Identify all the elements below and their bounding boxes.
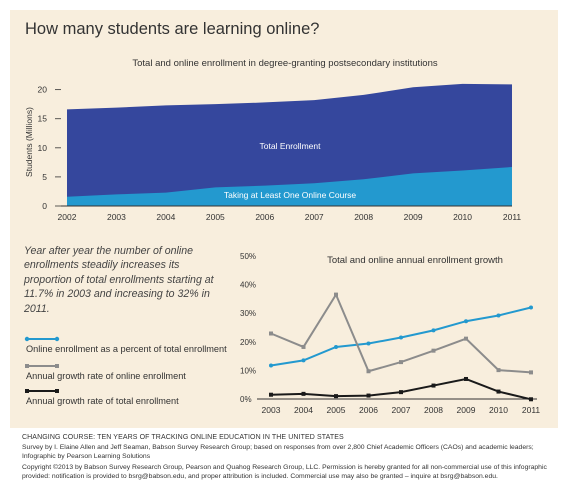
area-x-tick-label: 2009 xyxy=(404,212,423,222)
line-x-tick-label: 2011 xyxy=(522,405,541,415)
area-online-course xyxy=(67,167,512,206)
line-point xyxy=(334,292,338,297)
line-point xyxy=(431,328,436,333)
line-y-tick-label: 10% xyxy=(240,366,256,375)
area-y-tick-label: 15 xyxy=(38,114,48,124)
line-point xyxy=(496,389,501,394)
line-x-tick-label: 2005 xyxy=(327,405,346,415)
line-point xyxy=(399,390,403,395)
line-point xyxy=(301,391,306,396)
line-chart-title: Total and online annual enrollment growt… xyxy=(327,255,503,266)
line-point xyxy=(464,319,468,324)
area-chart: 0 5 10 15 20 2002 2003 2004 2005 2006 2007 2008 2009… xyxy=(24,83,522,222)
area-x-tick-label: 2010 xyxy=(453,212,472,222)
line-point xyxy=(301,344,306,349)
area-y-tick-label: 10 xyxy=(38,143,48,153)
footer-copyright: Copyright ©2013 by Babson Survey Researc… xyxy=(22,464,547,480)
line-x-tick-label: 2010 xyxy=(489,405,508,415)
footer-source: Survey by I. Elaine Allen and Jeff Seama… xyxy=(22,444,534,460)
area-y-tick-label: 0 xyxy=(42,201,47,211)
line-y-tick-label: 50% xyxy=(240,252,256,261)
area-x-tick-label: 2003 xyxy=(107,212,126,222)
line-point xyxy=(269,331,273,336)
area-y-tick-label: 20 xyxy=(38,85,48,95)
area-chart-title: Total and online enrollment in degree-gr… xyxy=(132,58,438,69)
area-x-tick-label: 2007 xyxy=(305,212,324,222)
line-x-tick-label: 2007 xyxy=(392,405,411,415)
line-point xyxy=(496,368,501,373)
line-point xyxy=(366,341,371,346)
area-x-tick-label: 2008 xyxy=(354,212,373,222)
area-y-tick-label: 5 xyxy=(42,172,47,182)
line-point xyxy=(269,392,273,397)
legend-label-online-percent: Online enrollment as a percent of total … xyxy=(26,344,227,354)
line-point xyxy=(529,397,533,402)
legend-swatch-online-growth xyxy=(25,364,59,368)
legend-online-percent: Online enrollment as a percent of total … xyxy=(24,334,254,356)
line-x-tick-label: 2003 xyxy=(262,405,281,415)
legend-label-online-growth: Annual growth rate of online enrollment xyxy=(26,371,186,381)
legend-online-growth: Annual growth rate of online enrollment xyxy=(24,361,254,383)
area-x-tick-label: 2004 xyxy=(156,212,175,222)
line-y-tick-label: 30% xyxy=(240,309,256,318)
line-point xyxy=(431,383,436,388)
line-x-tick-label: 2004 xyxy=(294,405,313,415)
area-y-axis-label: Students (Millions) xyxy=(24,107,34,177)
line-y-tick-label: 20% xyxy=(240,338,256,347)
area-x-tick-label: 2006 xyxy=(255,212,274,222)
line-point xyxy=(529,305,533,310)
line-point xyxy=(334,394,338,399)
infographic-title: How many students are learning online? xyxy=(25,20,320,38)
line-point xyxy=(301,358,306,363)
area-x-tick-label: 2011 xyxy=(503,212,522,222)
line-y-tick-label: 40% xyxy=(240,281,256,290)
area-x-tick-label: 2002 xyxy=(58,212,77,222)
legend-swatch-total-growth xyxy=(25,389,59,393)
line-x-tick-label: 2008 xyxy=(424,405,443,415)
line-point xyxy=(399,335,403,340)
line-point xyxy=(431,348,436,353)
area-x-tick-label: 2005 xyxy=(206,212,225,222)
area-series-label-total: Total Enrollment xyxy=(260,141,322,151)
line-x-tick-label: 2009 xyxy=(457,405,476,415)
line-x-tick-label: 2006 xyxy=(359,405,378,415)
line-series-3 xyxy=(270,377,532,401)
line-point xyxy=(399,360,403,365)
infographic-panel xyxy=(10,10,558,428)
legend-total-growth: Annual growth rate of total enrollment xyxy=(24,386,254,408)
legend-label-total-growth: Annual growth rate of total enrollment xyxy=(26,396,179,406)
area-series-label-online: Taking at Least One Online Course xyxy=(224,190,357,200)
line-point xyxy=(334,344,338,349)
summary-quote: Year after year the number of online enr… xyxy=(24,245,214,315)
footer-title: CHANGING COURSE: TEN YEARS OF TRACKING O… xyxy=(22,434,344,441)
legend-swatch-online-percent xyxy=(24,336,60,342)
line-point xyxy=(464,336,468,341)
line-point xyxy=(269,363,273,368)
line-point xyxy=(366,393,371,398)
line-y-tick-label: 0% xyxy=(240,395,252,404)
line-point xyxy=(529,370,533,375)
line-point xyxy=(366,369,371,374)
line-point xyxy=(496,313,501,318)
line-point xyxy=(464,376,468,381)
line-chart: 0% 10% 20% 30% 40% 50% 2003 2004 2005 2006 2007 200… xyxy=(240,252,541,415)
